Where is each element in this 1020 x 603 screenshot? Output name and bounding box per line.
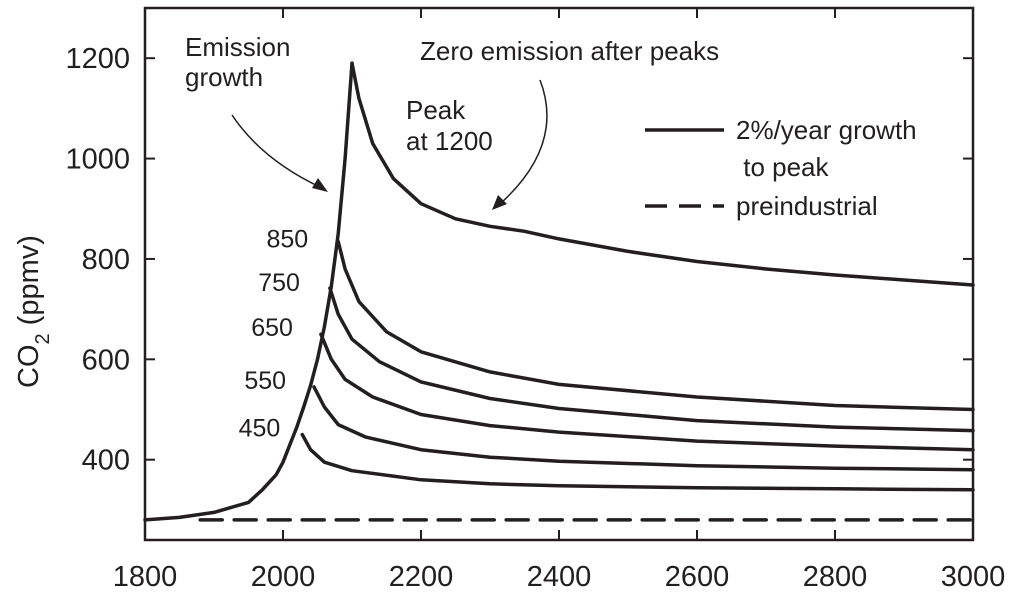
- x-tick-label: 2600: [665, 561, 730, 593]
- annotation-peak-1200: Peak at 1200: [406, 95, 493, 156]
- y-tick-label: 400: [82, 445, 130, 477]
- y-tick-label: 600: [82, 344, 130, 376]
- y-tick-label: 800: [82, 244, 130, 276]
- series-line-450: [300, 432, 975, 492]
- x-tick-label: 1800: [113, 561, 178, 593]
- x-tick-label: 2400: [527, 561, 592, 593]
- annotation-zero-emission: Zero emission after peaks: [420, 36, 719, 66]
- series-line-650: [319, 332, 975, 452]
- y-tick-label: 1000: [65, 144, 130, 176]
- annotation-zero-emission-line1: Zero emission after peaks: [420, 36, 719, 66]
- series-line-550: [312, 385, 975, 472]
- annotation-emission-growth-arrow: [231, 114, 323, 189]
- annotation-peak-1200-line1: Peak: [406, 95, 466, 125]
- annotation-emission-growth-line1: Emission: [185, 32, 290, 62]
- series-line-750: [328, 286, 975, 433]
- series-line-peak-at-1200: [350, 61, 975, 287]
- x-tick-label: 3000: [941, 561, 1006, 593]
- annotation-emission-growth-line2: growth: [185, 62, 263, 92]
- y-axis-title-subscript: 2: [32, 333, 54, 344]
- y-axis-title: CO2 (ppmv): [13, 235, 54, 388]
- labels-layer: 450 550 650 750 850: [239, 225, 309, 442]
- series-line-850: [336, 239, 975, 412]
- legend-dashed-label: preindustrial: [736, 191, 878, 221]
- legend-solid-label: 2%/year growth to peak: [736, 115, 924, 182]
- annotation-emission-growth-arrowhead: [312, 178, 328, 192]
- series-peak-label: 650: [251, 314, 293, 342]
- legend-solid-label-line2: to peak: [736, 152, 830, 182]
- y-tick-label: 1200: [65, 43, 130, 75]
- series-peak-label: 550: [244, 367, 286, 395]
- series-peak-label: 850: [266, 225, 308, 253]
- x-tick-label: 2000: [251, 561, 316, 593]
- annotation-emission-growth: Emission growth: [185, 32, 298, 92]
- x-tick-label: 2800: [803, 561, 868, 593]
- annotation-peak-1200-line2: at 1200: [406, 126, 493, 156]
- annotation-zero-emission-arrow: [499, 79, 548, 205]
- series-growth-line: [143, 61, 354, 522]
- curves-layer: [143, 61, 975, 522]
- y-axis-title-units: (ppmv): [13, 235, 45, 333]
- x-tick-label: 2200: [389, 561, 454, 593]
- series-peak-label: 750: [258, 269, 300, 297]
- annotation-zero-emission-arrowhead: [492, 195, 507, 210]
- series-peak-label: 450: [239, 415, 281, 443]
- ticks-layer: 1800 2000 2200 2400 2600 2800 3000 400 600 800 100…: [65, 8, 1005, 593]
- legend-solid-label-line1: 2%/year growth: [736, 115, 917, 145]
- y-axis-title-main: CO: [13, 345, 45, 389]
- legend: 2%/year growth to peak preindustrial: [645, 115, 924, 221]
